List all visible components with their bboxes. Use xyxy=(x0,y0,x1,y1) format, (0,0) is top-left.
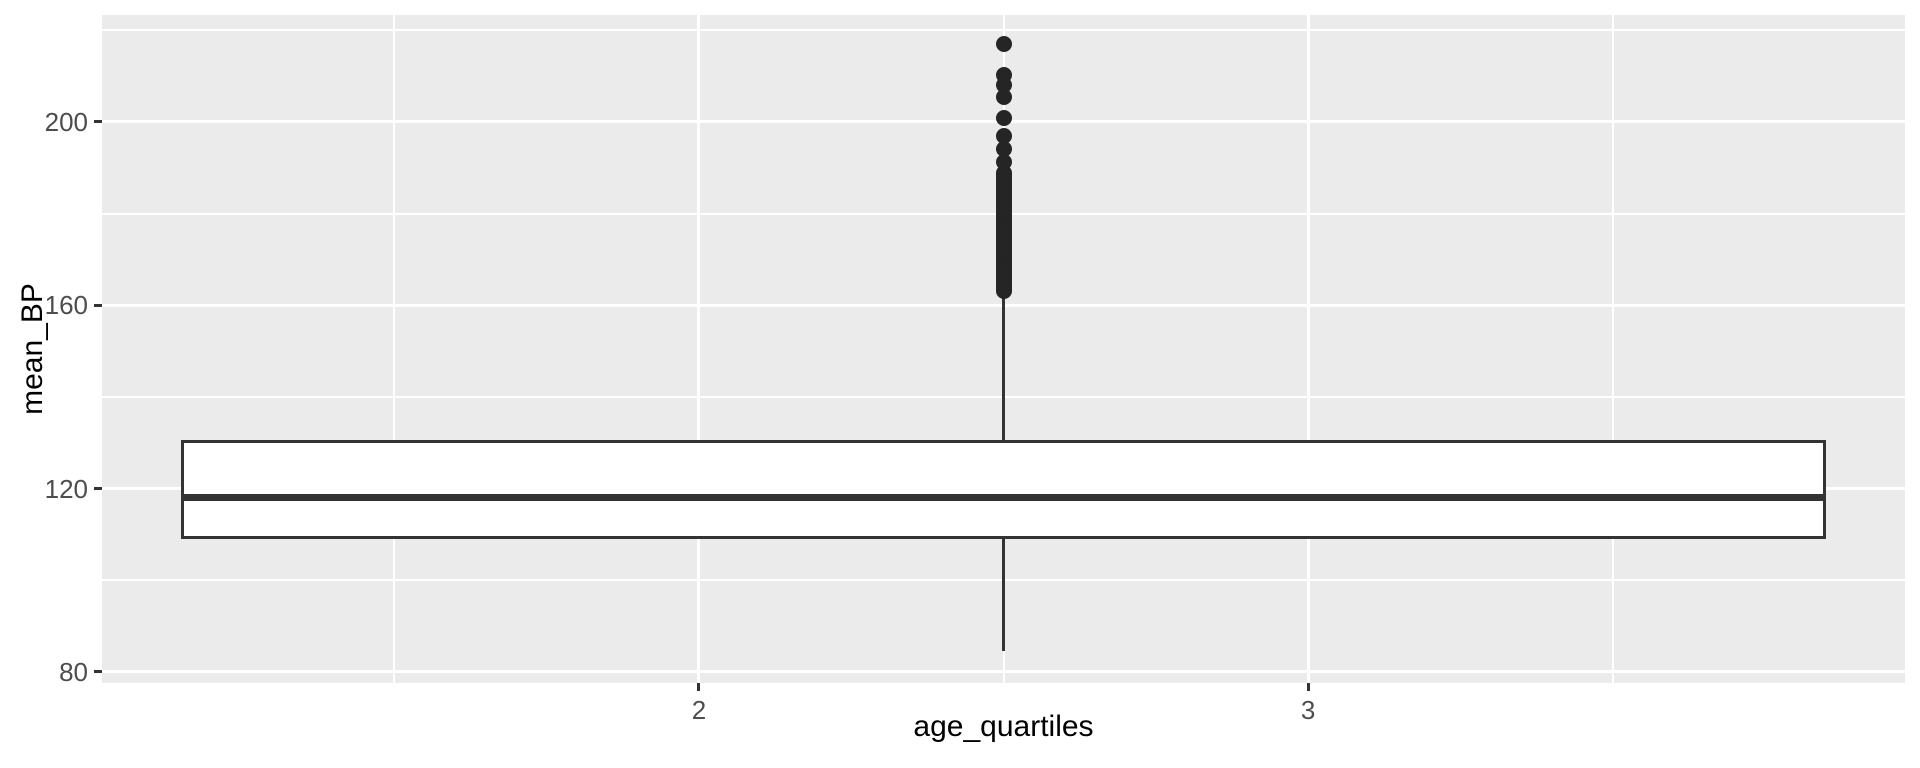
y-tick-mark-120 xyxy=(94,487,102,491)
y-tick-mark-160 xyxy=(94,303,102,307)
lower-whisker xyxy=(1002,539,1005,652)
y-axis-title: mean_BP xyxy=(16,283,49,415)
x-axis-title: age_quartiles xyxy=(913,710,1094,743)
y-tick-label-200: 200 xyxy=(44,106,88,137)
outlier-point xyxy=(995,283,1012,300)
x-tick-mark-3 xyxy=(1306,683,1310,691)
y-gridline-major-80 xyxy=(102,670,1905,674)
y-tick-mark-80 xyxy=(94,670,102,674)
x-tick-mark-2 xyxy=(697,683,701,691)
outlier-point xyxy=(995,35,1012,52)
x-tick-label-2: 2 xyxy=(691,695,707,725)
y-tick-label-160: 160 xyxy=(44,290,88,321)
x-gridline-minor-3.5 xyxy=(1611,15,1614,683)
x-tick-label-3: 3 xyxy=(1300,695,1316,725)
outlier-point xyxy=(995,141,1012,158)
outlier-point xyxy=(995,88,1012,105)
box-iqr xyxy=(181,440,1826,540)
x-gridline-major-3 xyxy=(1306,15,1310,683)
median-line xyxy=(181,494,1826,502)
y-tick-mark-200 xyxy=(94,120,102,124)
y-tick-label-80: 80 xyxy=(59,656,88,687)
x-gridline-minor-1.5 xyxy=(393,15,396,683)
y-tick-label-120: 120 xyxy=(44,473,88,504)
plot-panel xyxy=(102,15,1905,683)
x-gridline-major-2 xyxy=(697,15,701,683)
upper-whisker xyxy=(1002,291,1005,441)
outlier-point xyxy=(995,127,1012,144)
outlier-point xyxy=(995,110,1012,127)
